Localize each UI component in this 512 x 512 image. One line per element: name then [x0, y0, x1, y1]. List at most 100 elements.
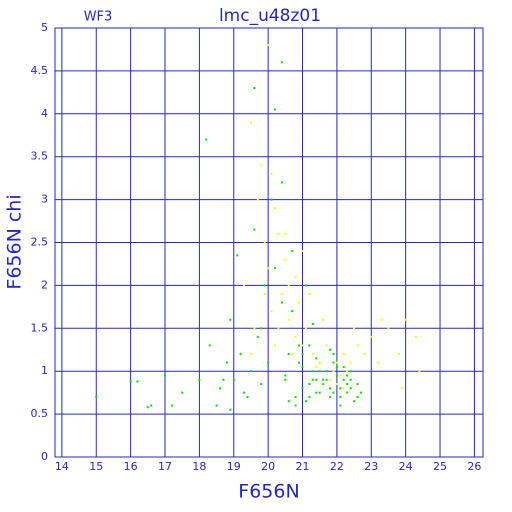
y-tick-label: 0	[41, 450, 48, 463]
point	[274, 207, 277, 210]
point	[332, 391, 335, 394]
point	[256, 198, 259, 201]
point	[308, 292, 311, 295]
point	[349, 387, 352, 390]
y-tick-label: 5	[41, 21, 48, 34]
point	[136, 380, 139, 383]
point	[318, 370, 321, 373]
point	[253, 87, 256, 90]
point	[246, 395, 249, 398]
point	[225, 361, 228, 364]
point	[380, 318, 383, 321]
point	[339, 387, 342, 390]
point	[339, 404, 342, 407]
point	[318, 361, 321, 364]
point	[349, 370, 352, 373]
point	[294, 275, 297, 278]
point	[308, 395, 311, 398]
point	[256, 335, 259, 338]
x-tick-label: 25	[433, 460, 447, 473]
point	[315, 378, 318, 381]
y-tick-label: 1.5	[31, 321, 49, 334]
x-tick-label: 19	[227, 460, 241, 473]
point	[270, 310, 273, 313]
point	[298, 361, 301, 364]
point	[353, 400, 356, 403]
point	[329, 348, 332, 351]
x-tick-label: 17	[158, 460, 172, 473]
x-tick-label: 16	[124, 460, 138, 473]
x-tick-label: 23	[364, 460, 378, 473]
point	[322, 318, 325, 321]
point	[363, 353, 366, 356]
point	[325, 344, 328, 347]
point	[311, 378, 314, 381]
point	[401, 387, 404, 390]
point	[243, 284, 246, 287]
point	[284, 258, 287, 261]
point	[222, 378, 225, 381]
x-tick-label: 18	[192, 460, 206, 473]
point	[198, 378, 201, 381]
point	[287, 400, 290, 403]
point	[387, 327, 390, 330]
x-axis-label: F656N	[238, 481, 299, 503]
point	[346, 383, 349, 386]
x-tick-label: 14	[55, 460, 69, 473]
point	[260, 164, 263, 167]
point	[325, 378, 328, 381]
point	[274, 344, 277, 347]
point	[243, 391, 246, 394]
x-tick-label: 24	[399, 460, 413, 473]
point	[356, 395, 359, 398]
point	[349, 378, 352, 381]
y-tick-label: 0.5	[31, 407, 49, 420]
y-tick-label: 4.5	[31, 64, 49, 77]
y-tick-label: 3.5	[31, 150, 49, 163]
point	[215, 404, 218, 407]
point	[291, 310, 294, 313]
point	[294, 395, 297, 398]
point	[346, 370, 349, 373]
point	[301, 365, 304, 368]
point	[304, 284, 307, 287]
point	[270, 198, 273, 201]
point	[418, 370, 421, 373]
point	[236, 254, 239, 257]
point	[301, 250, 304, 253]
point	[263, 241, 266, 244]
point	[260, 327, 263, 330]
point	[294, 335, 297, 338]
point	[205, 138, 208, 141]
point	[342, 378, 345, 381]
point	[170, 404, 173, 407]
point	[342, 365, 345, 368]
point	[301, 387, 304, 390]
point	[146, 406, 149, 409]
point	[181, 391, 184, 394]
point	[280, 61, 283, 64]
x-tick-label: 22	[330, 460, 344, 473]
point	[311, 323, 314, 326]
y-tick-label: 2.5	[31, 236, 49, 249]
point	[359, 391, 362, 394]
point	[263, 284, 266, 287]
point	[232, 378, 235, 381]
point	[322, 378, 325, 381]
point	[325, 370, 328, 373]
point	[335, 374, 338, 377]
point	[335, 383, 338, 386]
point	[291, 250, 294, 253]
point	[332, 361, 335, 364]
point	[260, 383, 263, 386]
y-tick-label: 2	[41, 278, 48, 291]
point	[229, 408, 232, 411]
point	[208, 344, 211, 347]
point	[349, 361, 352, 364]
y-axis-label: F656N chi	[4, 194, 26, 289]
point	[249, 353, 252, 356]
point	[356, 383, 359, 386]
point	[335, 365, 338, 368]
point	[339, 395, 342, 398]
point	[397, 353, 400, 356]
